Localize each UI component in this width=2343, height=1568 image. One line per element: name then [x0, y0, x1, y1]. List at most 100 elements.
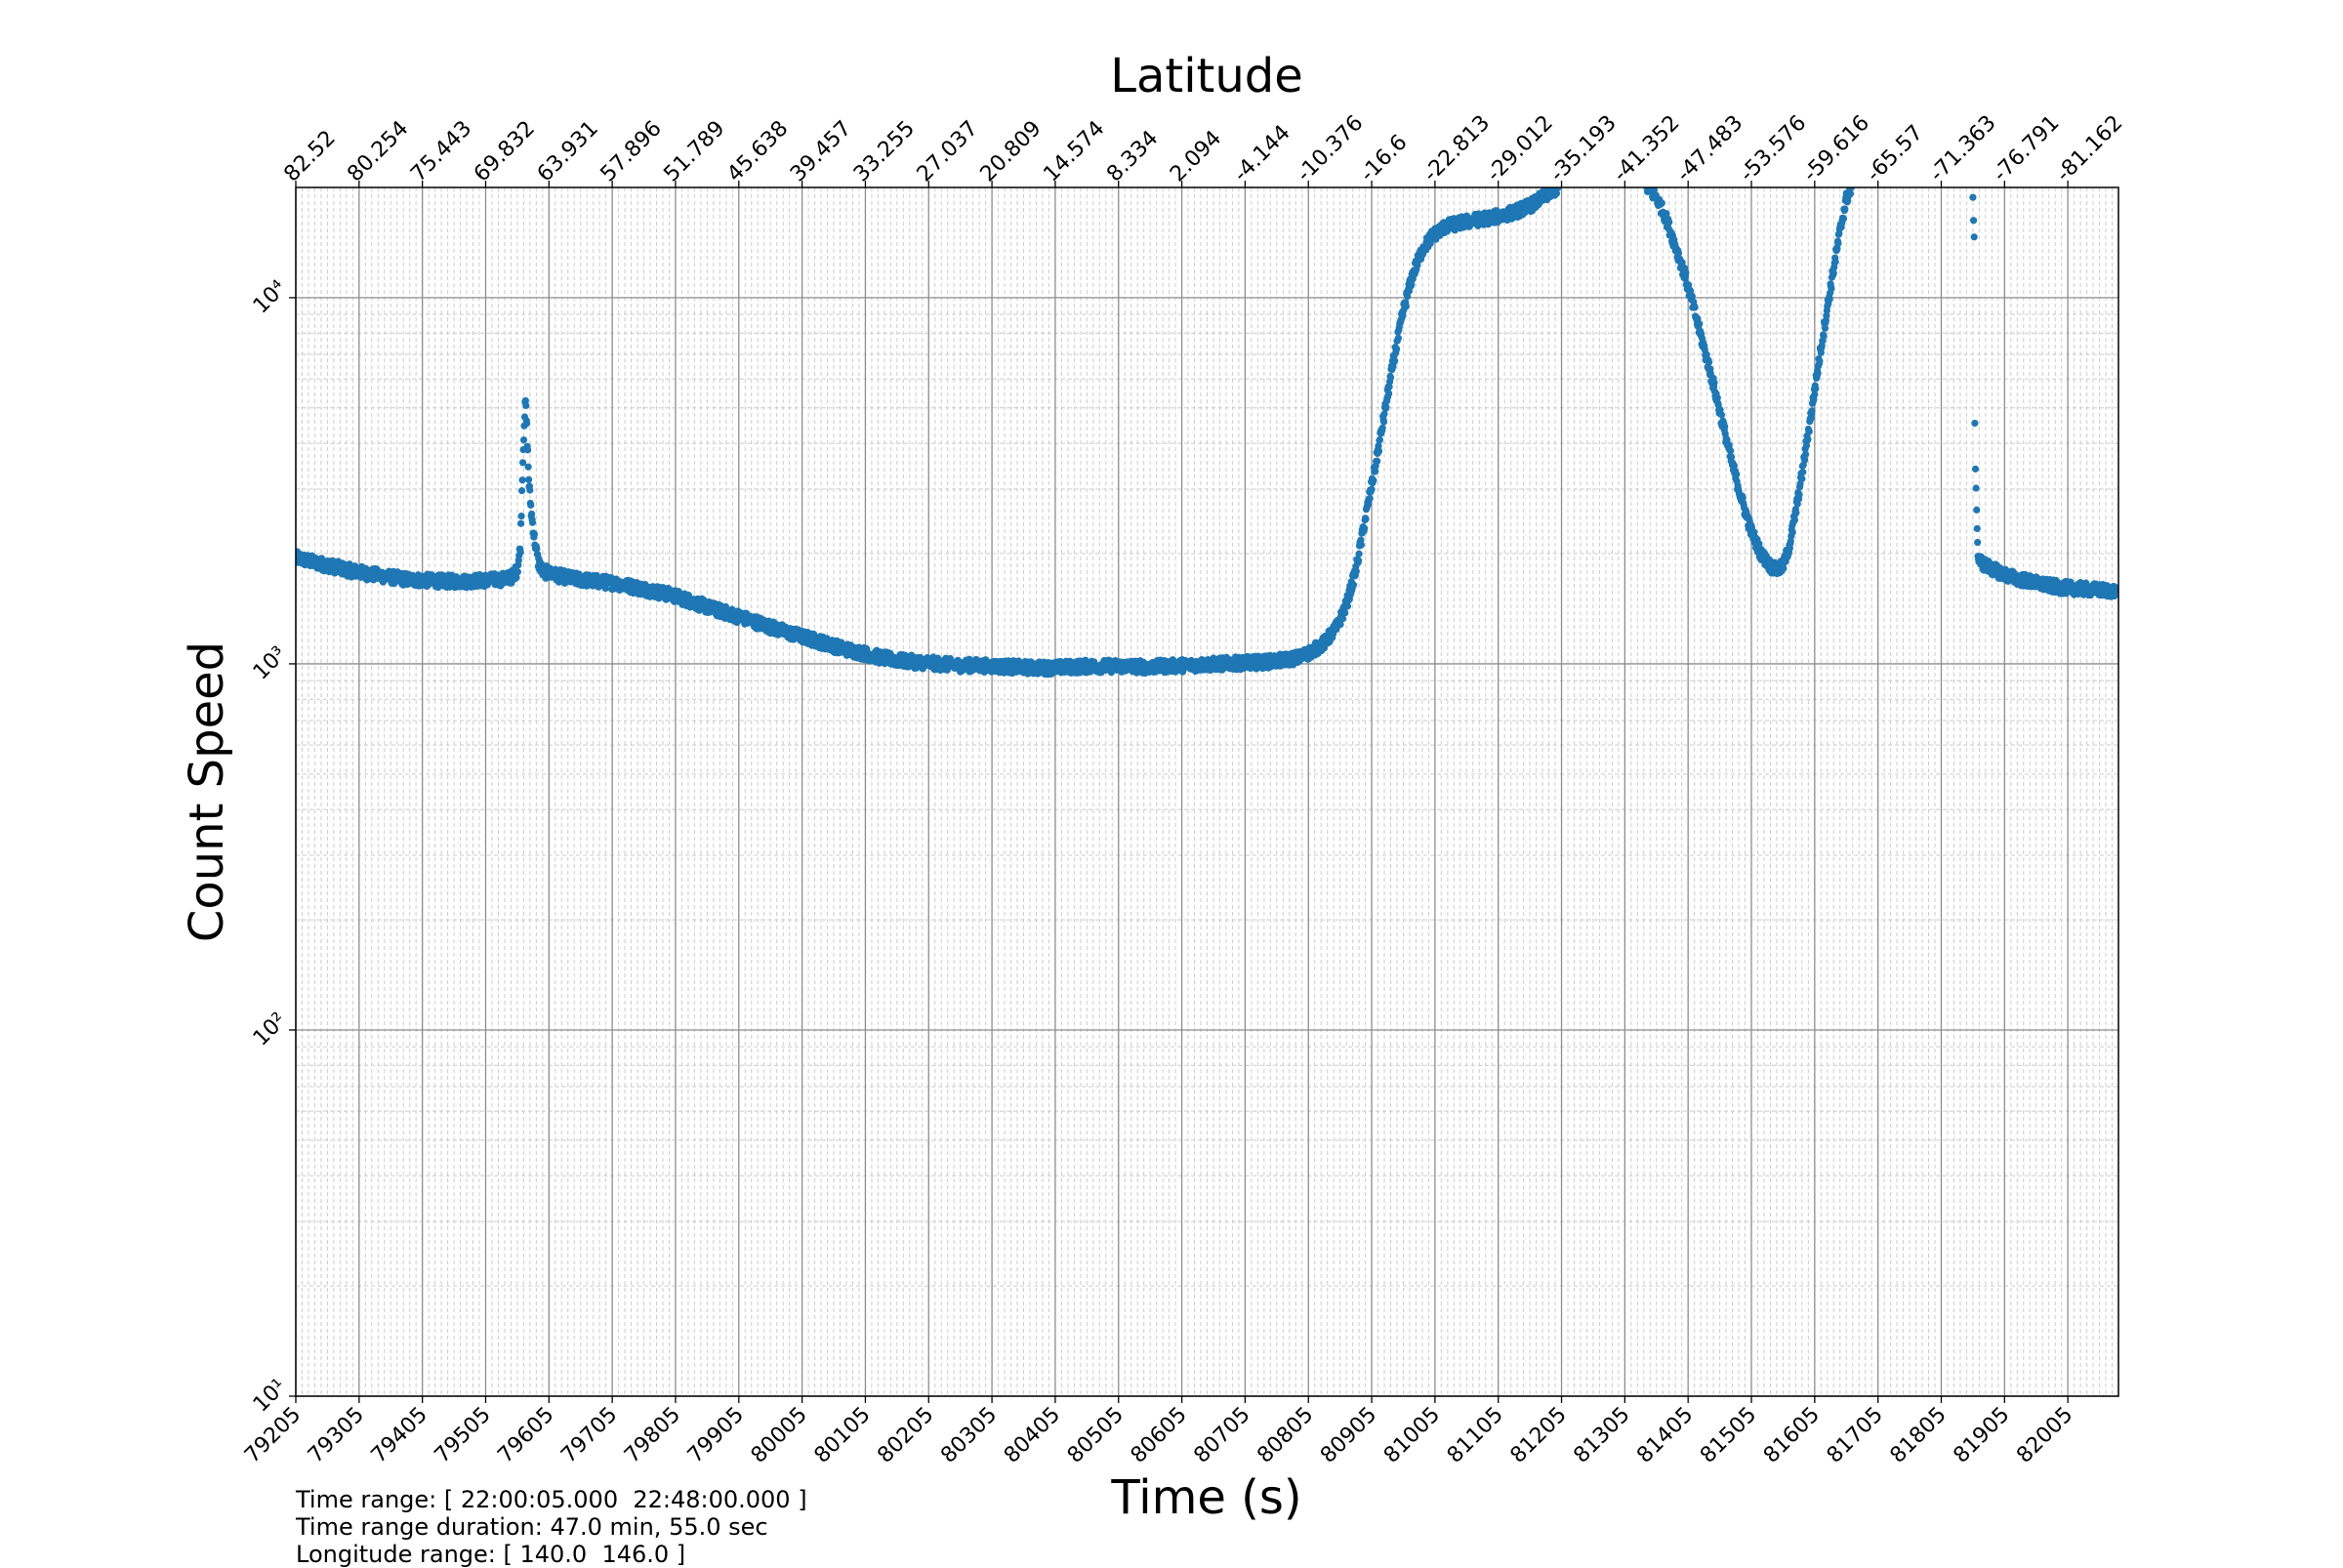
y-tick-label: 10³ — [249, 642, 292, 685]
data-point — [1817, 349, 1825, 356]
data-point — [519, 435, 528, 444]
data-point — [533, 545, 541, 553]
data-point — [1728, 453, 1736, 461]
data-point — [1970, 233, 1978, 241]
x-tick-label: 81305 — [1569, 1403, 1634, 1468]
lat-tick-label: 27.037 — [913, 116, 983, 186]
data-point — [526, 486, 534, 494]
data-point — [1663, 210, 1670, 218]
x-tick-label: 80605 — [1127, 1403, 1192, 1468]
data-point — [1802, 441, 1811, 449]
y-axis-label: Count Speed — [180, 641, 234, 942]
x-tick-label: 80505 — [1063, 1403, 1129, 1468]
data-point — [1973, 506, 1981, 514]
data-point — [1362, 516, 1370, 523]
lat-tick-label: 57.896 — [596, 116, 667, 186]
lat-tick-label: -29.012 — [1482, 111, 1558, 187]
data-point — [1801, 456, 1809, 464]
data-point — [1665, 218, 1673, 227]
data-point — [1678, 259, 1686, 267]
data-point — [1349, 581, 1358, 589]
x-tick-label: 82005 — [2012, 1403, 2077, 1468]
data-point — [1682, 268, 1690, 276]
lat-tick-label: -4.144 — [1229, 120, 1295, 186]
x-axis-ticks: 7920579305794057950579605797057980579905… — [240, 1396, 2077, 1468]
data-point — [522, 401, 530, 410]
data-point — [1821, 324, 1829, 332]
data-point — [1691, 304, 1699, 311]
x-tick-label: 81905 — [1949, 1403, 2014, 1468]
data-point — [1799, 468, 1807, 476]
lat-tick-label: -22.813 — [1418, 111, 1495, 187]
data-point — [1379, 418, 1388, 426]
data-point — [1391, 356, 1399, 365]
data-point — [517, 513, 525, 520]
y-tick-label: 10⁴ — [249, 276, 292, 319]
data-point — [1385, 390, 1393, 397]
data-point — [1408, 280, 1416, 289]
x-tick-label: 80905 — [1316, 1403, 1381, 1468]
data-point — [1841, 205, 1849, 213]
data-point — [1717, 411, 1726, 419]
data-point — [518, 459, 527, 467]
lat-tick-label: 69.832 — [470, 116, 540, 186]
data-point — [523, 446, 532, 454]
data-point — [1808, 407, 1816, 415]
x-tick-label: 79805 — [620, 1403, 685, 1468]
lat-tick-label: -81.162 — [2052, 111, 2128, 187]
data-point — [1801, 450, 1810, 458]
lat-tick-label: 2.094 — [1166, 126, 1226, 186]
data-point — [517, 486, 526, 495]
x-tick-label: 79405 — [367, 1403, 432, 1468]
time-duration-text: Time range duration: 47.0 min, 55.0 sec — [296, 1513, 768, 1541]
data-point — [1357, 541, 1365, 549]
x-tick-label: 81805 — [1886, 1403, 1952, 1468]
data-point — [2062, 590, 2070, 598]
data-point — [1814, 369, 1822, 377]
data-point — [524, 463, 532, 471]
time-range-text: Time range: [ 22:00:05.000 22:48:00.000 … — [296, 1486, 807, 1513]
data-point — [1833, 244, 1841, 253]
lat-tick-label: -76.791 — [1989, 111, 2065, 187]
data-point — [1739, 494, 1747, 502]
data-point — [1368, 485, 1376, 493]
data-point — [1974, 538, 1982, 547]
data-point — [1552, 189, 1561, 197]
data-point — [1730, 462, 1739, 470]
x-tick-label: 80805 — [1253, 1403, 1318, 1468]
data-point — [514, 568, 521, 576]
lat-tick-label: -35.193 — [1545, 111, 1622, 187]
x-tick-label: 80005 — [747, 1403, 812, 1468]
data-point — [1973, 524, 1981, 533]
data-point — [1829, 268, 1837, 277]
data-point — [1790, 516, 1799, 524]
x-tick-label: 81105 — [1443, 1403, 1508, 1468]
data-point — [1336, 620, 1344, 629]
x-tick-label: 80105 — [810, 1403, 876, 1468]
data-point — [1382, 403, 1390, 411]
lat-tick-label: -41.352 — [1609, 111, 1685, 187]
longitude-range-text: Longitude range: [ 140.0 146.0 ] — [296, 1541, 686, 1568]
data-point — [1971, 419, 1979, 428]
data-point — [1834, 239, 1842, 247]
data-point — [1392, 345, 1401, 352]
y-tick-label: 10² — [249, 1009, 292, 1052]
lat-tick-label: -10.376 — [1293, 111, 1369, 187]
data-point — [1380, 410, 1388, 418]
data-point — [1374, 457, 1381, 465]
data-point — [1969, 193, 1977, 201]
x-tick-label: 80305 — [936, 1403, 1002, 1468]
x-tick-label: 81005 — [1379, 1403, 1445, 1468]
lat-tick-label: 14.574 — [1039, 116, 1109, 186]
data-point — [1816, 357, 1824, 365]
data-point — [530, 530, 538, 538]
data-point — [1972, 484, 1980, 492]
data-point — [1361, 524, 1369, 532]
x-tick-label: 79205 — [240, 1403, 306, 1468]
data-point — [1831, 258, 1839, 266]
data-point — [1795, 490, 1803, 499]
lat-tick-label: -47.483 — [1672, 111, 1748, 187]
data-point — [1343, 602, 1352, 610]
data-point — [523, 420, 531, 428]
